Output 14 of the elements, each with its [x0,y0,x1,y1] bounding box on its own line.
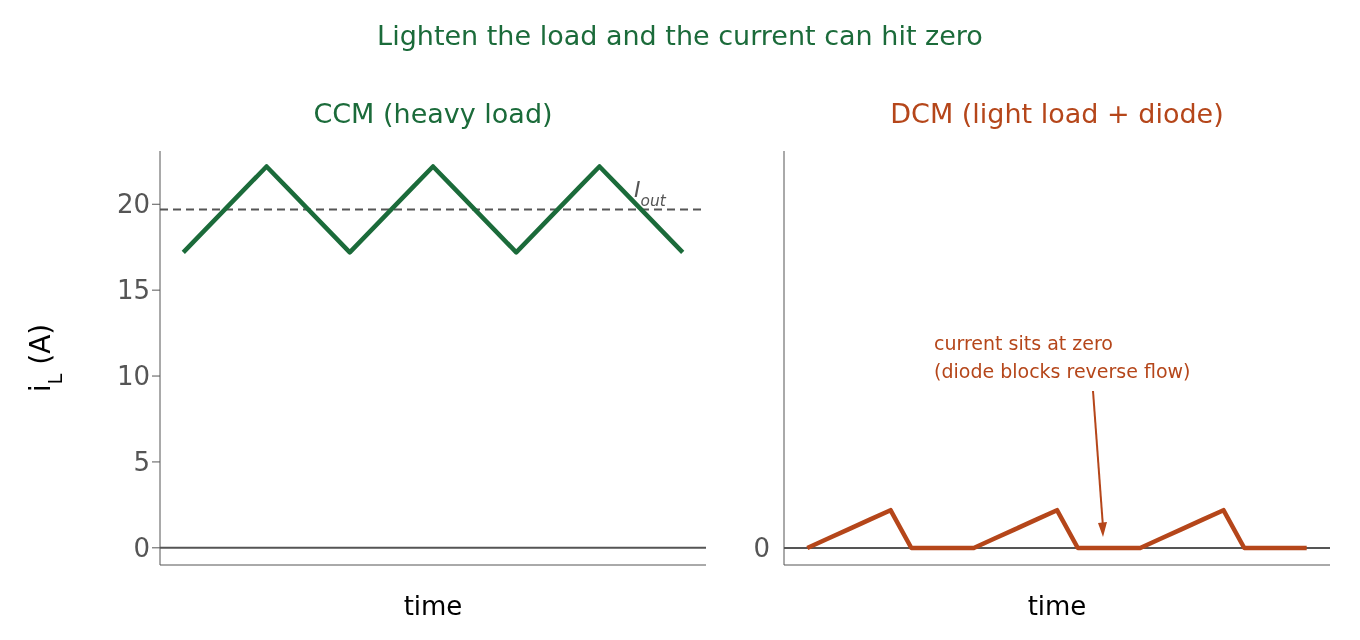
line-series [181,164,685,255]
x-axis-title: time [1027,591,1087,621]
chart-title: CCM (heavy load) [312,98,554,129]
y-tick-label: 5 [133,447,150,478]
y-tick-label: 15 [116,275,150,306]
text: Lighten the load and the current can hit zero [376,20,984,51]
chart-title: DCM (light load + diode) [889,98,1225,129]
ref-line-label: I$_{out}$ [634,177,667,211]
y-tick-label: 10 [116,361,150,392]
text: 0 [753,532,770,563]
text: current sits at zero (diode blocks reverse flow) [934,331,1191,384]
y-tick-label: 0 [133,533,150,564]
x-axis-title: time [403,591,463,621]
y-tick-label: 20 [116,189,150,220]
